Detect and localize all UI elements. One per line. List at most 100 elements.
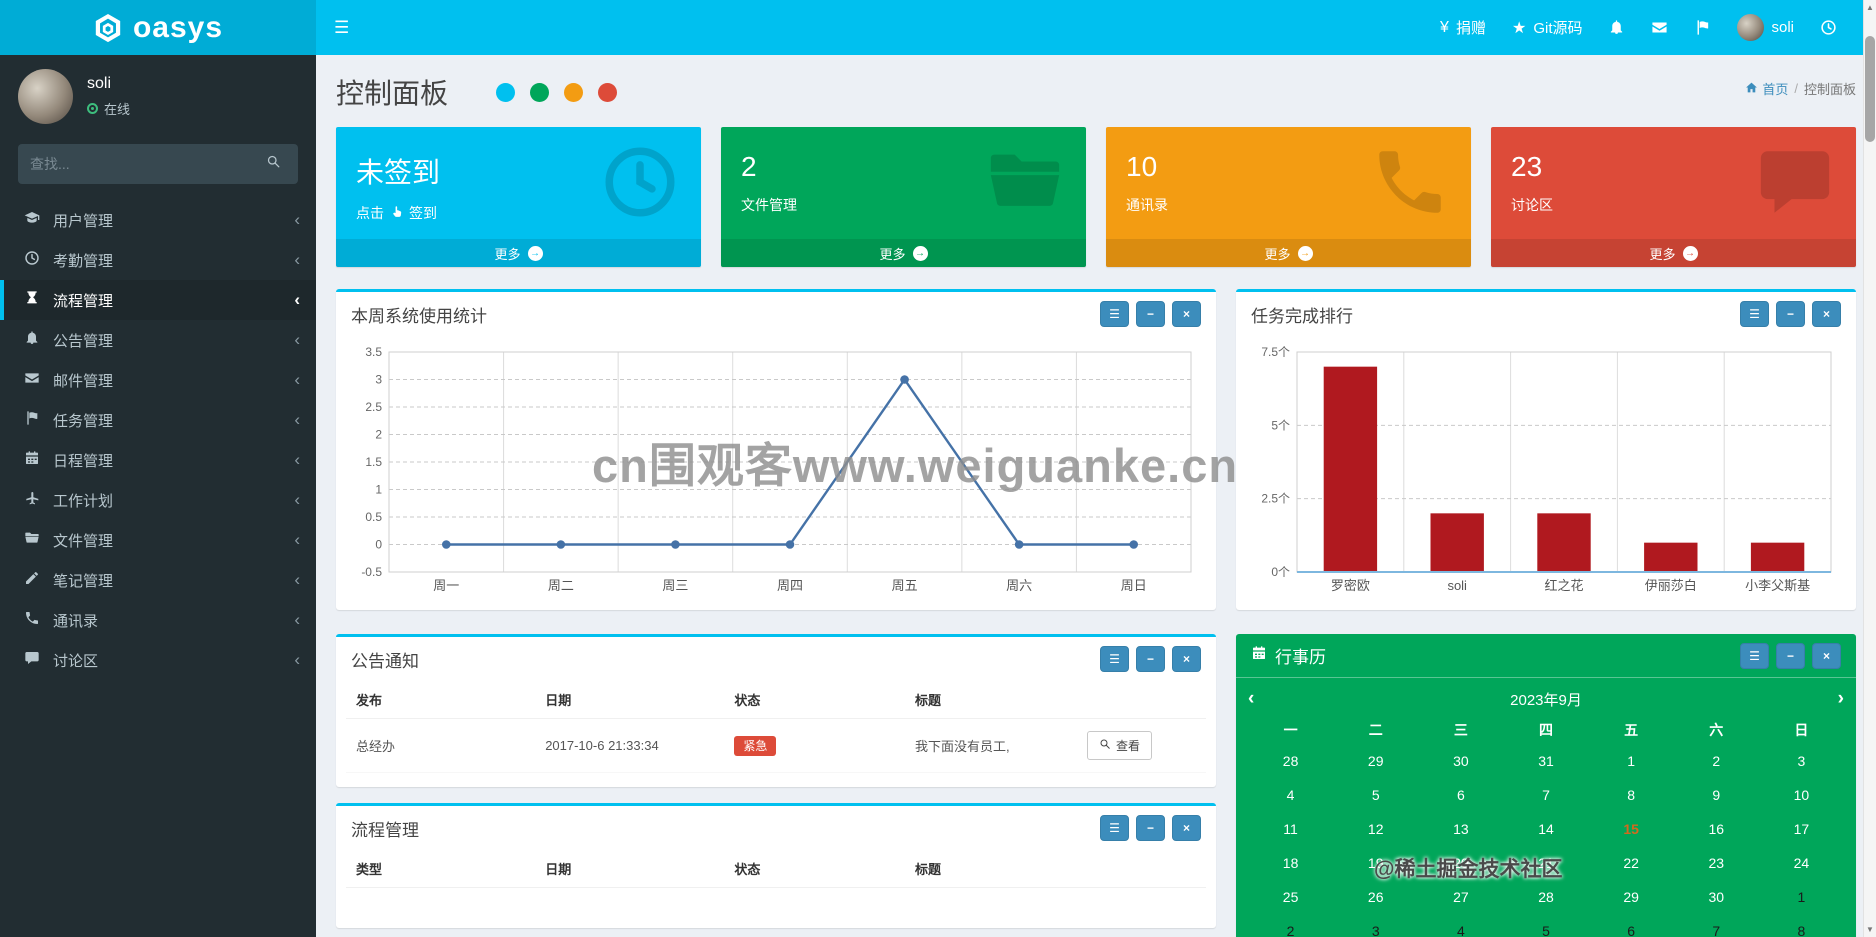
calendar-date-cell[interactable]: 13 — [1453, 821, 1469, 837]
calendar-date-cell[interactable]: 22 — [1623, 855, 1639, 871]
search-button[interactable] — [266, 154, 286, 174]
sidebar-item-schedule[interactable]: 日程管理 ‹ — [0, 440, 316, 480]
calendar-date-cell[interactable]: 1 — [1797, 889, 1806, 905]
scrollbar-thumb[interactable] — [1865, 36, 1875, 142]
calendar-date-cell[interactable]: 3 — [1797, 753, 1806, 769]
panel-list-button[interactable]: ☰ — [1100, 815, 1129, 841]
panel-list-button[interactable]: ☰ — [1100, 646, 1129, 672]
panel-collapse-button[interactable]: − — [1136, 301, 1165, 327]
sidebar-item-mail[interactable]: 邮件管理 ‹ — [0, 360, 316, 400]
table-header-cell: 日期 — [535, 681, 725, 719]
panel-close-button[interactable]: × — [1172, 646, 1201, 672]
calendar-date-cell[interactable]: 11 — [1283, 821, 1298, 837]
sidebar-item-files[interactable]: 文件管理 ‹ — [0, 520, 316, 560]
calendar-date-cell[interactable]: 23 — [1708, 855, 1725, 871]
info-box-通讯录: 10 通讯录 更多 → — [1106, 127, 1471, 267]
info-box-more-link[interactable]: 更多 → — [1106, 239, 1471, 267]
calendar-date-cell[interactable]: 6 — [1456, 787, 1465, 803]
panel-close-button[interactable]: × — [1812, 642, 1841, 669]
calendar-date-cell[interactable]: 30 — [1708, 889, 1725, 905]
calendar-date-cell[interactable]: 17 — [1793, 821, 1810, 837]
navbar-messages-button[interactable] — [1638, 0, 1681, 55]
calendar-date-cell[interactable]: 7 — [1542, 787, 1550, 803]
navbar-git-button[interactable]: ★ Git源码 — [1499, 0, 1596, 55]
panel-close-button[interactable]: × — [1172, 301, 1201, 327]
calendar-date-cell[interactable]: 20 — [1453, 855, 1469, 871]
calendar-date-cell[interactable]: 6 — [1627, 923, 1636, 937]
calendar-date-cell[interactable]: 31 — [1538, 753, 1554, 769]
calendar-date-cell[interactable]: 2 — [1286, 923, 1295, 937]
sidebar-item-work-plan[interactable]: 工作计划 ‹ — [0, 480, 316, 520]
calendar-date-cell[interactable]: 21 — [1538, 855, 1554, 871]
breadcrumb-home-link[interactable]: 首页 — [1745, 79, 1788, 98]
svg-text:周六: 周六 — [1006, 578, 1032, 593]
calendar-date-cell[interactable]: 28 — [1282, 753, 1299, 769]
calendar-date-cell[interactable]: 18 — [1282, 855, 1299, 871]
panel-list-button[interactable]: ☰ — [1740, 301, 1769, 327]
calendar-date-cell[interactable]: 27 — [1453, 889, 1469, 905]
sidebar-item-notes[interactable]: 笔记管理 ‹ — [0, 560, 316, 600]
panel-collapse-button[interactable]: − — [1776, 301, 1805, 327]
sidebar-item-user-mgmt[interactable]: 用户管理 ‹ — [0, 200, 316, 240]
info-box-more-link[interactable]: 更多 → — [721, 239, 1086, 267]
table-header-cell: 标题 — [904, 850, 1206, 888]
search-input[interactable] — [30, 156, 266, 172]
calendar-date-cell[interactable]: 8 — [1627, 787, 1636, 803]
panel-list-button[interactable]: ☰ — [1100, 301, 1129, 327]
sidebar-toggle-button[interactable]: ☰ — [316, 0, 367, 55]
calendar-date-cell[interactable]: 2 — [1712, 753, 1721, 769]
app-logo[interactable]: oasys — [0, 0, 316, 55]
more-label: 更多 — [494, 246, 521, 262]
navbar-clock-button[interactable] — [1807, 0, 1850, 55]
sidebar-item-forum[interactable]: 讨论区 ‹ — [0, 640, 316, 680]
calendar-date-cell[interactable]: 8 — [1797, 923, 1806, 937]
calendar-date-cell[interactable]: 26 — [1367, 889, 1384, 905]
info-box-more-link[interactable]: 更多 → — [1491, 239, 1856, 267]
sidebar-item-workflow[interactable]: 流程管理 ‹ — [0, 280, 316, 320]
scrollbar-up-arrow[interactable]: ▲ — [1866, 3, 1874, 12]
calendar-date-cell[interactable]: 30 — [1453, 753, 1469, 769]
calendar-date-cell[interactable]: 7 — [1712, 923, 1721, 937]
calendar-date-cell[interactable]: 29 — [1367, 753, 1384, 769]
calendar-date-cell[interactable]: 28 — [1538, 889, 1554, 905]
calendar-date-cell[interactable]: 24 — [1793, 855, 1810, 871]
comment-icon — [24, 650, 40, 670]
navbar-notifications-button[interactable] — [1595, 0, 1638, 55]
chevron-left-icon: ‹ — [294, 490, 300, 509]
panel-collapse-button[interactable]: − — [1776, 642, 1805, 669]
calendar-date-cell[interactable]: 12 — [1367, 821, 1384, 837]
panel-collapse-button[interactable]: − — [1136, 646, 1165, 672]
sidebar-item-attendance[interactable]: 考勤管理 ‹ — [0, 240, 316, 280]
calendar-date-cell[interactable]: 1 — [1627, 753, 1636, 769]
navbar-tasks-button[interactable] — [1681, 0, 1724, 55]
sidebar-item-contacts[interactable]: 通讯录 ‹ — [0, 600, 316, 640]
calendar-date-cell[interactable]: 29 — [1623, 889, 1639, 905]
sign-in-link[interactable]: 点击 签到 — [356, 203, 681, 223]
calendar-date-cell[interactable]: 9 — [1712, 787, 1721, 803]
panel-list-button[interactable]: ☰ — [1740, 642, 1769, 669]
calendar-date-cell[interactable]: 14 — [1538, 821, 1554, 837]
calendar-date-cell[interactable]: 19 — [1367, 855, 1384, 871]
sidebar-item-task[interactable]: 任务管理 ‹ — [0, 400, 316, 440]
calendar-date-cell[interactable]: 25 — [1282, 889, 1299, 905]
vertical-scrollbar[interactable]: ▲ ▼ — [1863, 0, 1876, 937]
calendar-date-cell[interactable]: 3 — [1371, 923, 1380, 937]
calendar-next-button[interactable]: › — [1837, 688, 1844, 709]
calendar-date-cell[interactable]: 5 — [1542, 923, 1550, 937]
calendar-date-cell[interactable]: 4 — [1286, 787, 1295, 803]
calendar-prev-button[interactable]: ‹ — [1248, 688, 1255, 709]
calendar-date-cell[interactable]: 10 — [1793, 787, 1810, 803]
navbar-donate-button[interactable]: ¥ 捐赠 — [1427, 0, 1499, 55]
sidebar-item-announcement[interactable]: 公告管理 ‹ — [0, 320, 316, 360]
calendar-date-cell[interactable]: 16 — [1708, 821, 1725, 837]
panel-collapse-button[interactable]: − — [1136, 815, 1165, 841]
panel-close-button[interactable]: × — [1812, 301, 1841, 327]
calendar-date-cell[interactable]: 5 — [1371, 787, 1380, 803]
panel-close-button[interactable]: × — [1172, 815, 1201, 841]
calendar-today-cell[interactable]: 15 — [1623, 821, 1639, 837]
calendar-date-cell[interactable]: 4 — [1456, 923, 1465, 937]
info-box-more-link[interactable]: 更多 → — [336, 239, 701, 267]
navbar-user-menu[interactable]: soli — [1724, 0, 1807, 55]
scrollbar-down-arrow[interactable]: ▼ — [1866, 925, 1874, 934]
view-button[interactable]: 查看 — [1086, 731, 1152, 760]
